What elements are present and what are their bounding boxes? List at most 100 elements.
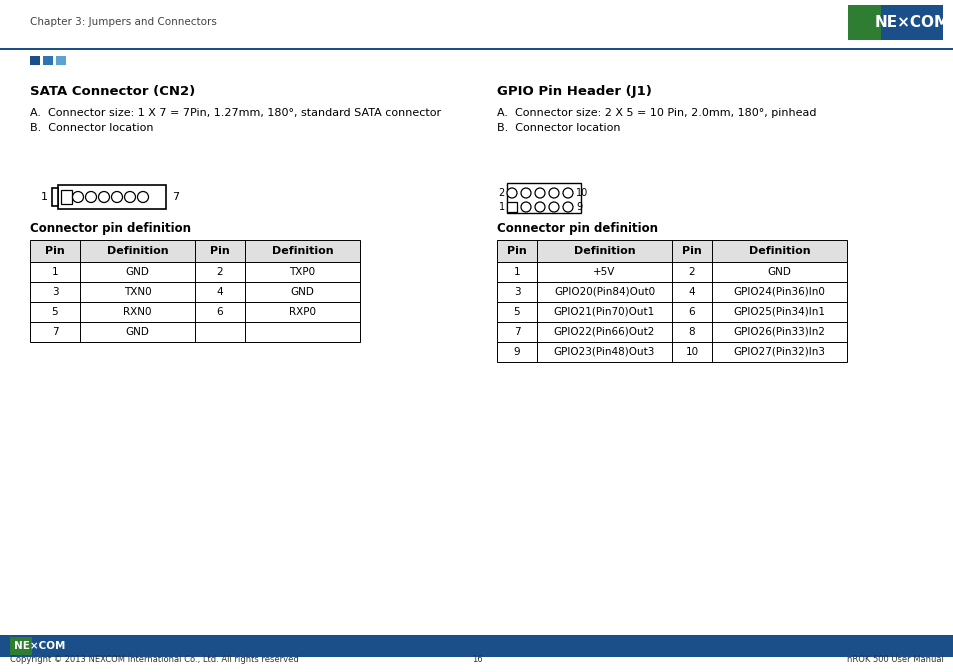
Circle shape: [520, 188, 531, 198]
Text: nROK 500 User Manual: nROK 500 User Manual: [846, 655, 943, 665]
Text: 8: 8: [688, 327, 695, 337]
Text: Connector pin definition: Connector pin definition: [497, 222, 658, 235]
Text: 1: 1: [513, 267, 519, 277]
Bar: [30, 302, 359, 322]
Text: 10: 10: [684, 347, 698, 357]
Text: 9: 9: [513, 347, 519, 357]
Text: 7: 7: [51, 327, 58, 337]
Text: RXN0: RXN0: [123, 307, 152, 317]
Text: GPIO Pin Header (J1): GPIO Pin Header (J1): [497, 85, 651, 98]
Circle shape: [125, 192, 135, 202]
Text: GPIO23(Pin48)Out3: GPIO23(Pin48)Out3: [554, 347, 655, 357]
Bar: [0, 48, 953, 50]
Bar: [0, 0, 953, 50]
Bar: [10, 637, 70, 655]
Bar: [43, 56, 53, 65]
Circle shape: [98, 192, 110, 202]
Circle shape: [137, 192, 149, 202]
Text: TXN0: TXN0: [124, 287, 152, 297]
Circle shape: [520, 202, 531, 212]
Bar: [61, 190, 71, 204]
Bar: [497, 262, 846, 282]
Text: SATA Connector (CN2): SATA Connector (CN2): [30, 85, 195, 98]
Bar: [32, 637, 70, 655]
Text: A.  Connector size: 1 X 7 = 7Pin, 1.27mm, 180°, standard SATA connector: A. Connector size: 1 X 7 = 7Pin, 1.27mm,…: [30, 108, 440, 118]
Text: 5: 5: [513, 307, 519, 317]
Text: Definition: Definition: [573, 246, 635, 256]
Text: Definition: Definition: [272, 246, 333, 256]
Text: 1: 1: [40, 192, 48, 202]
Text: GND: GND: [767, 267, 791, 277]
Text: 2: 2: [216, 267, 223, 277]
Text: Pin: Pin: [210, 246, 230, 256]
Text: Copyright © 2013 NEXCOM International Co., Ltd. All rights reserved: Copyright © 2013 NEXCOM International Co…: [10, 655, 298, 665]
Circle shape: [535, 202, 544, 212]
Text: GPIO25(Pin34)In1: GPIO25(Pin34)In1: [733, 307, 824, 317]
Bar: [497, 302, 846, 322]
Text: GPIO27(Pin32)In3: GPIO27(Pin32)In3: [733, 347, 824, 357]
Bar: [30, 282, 359, 302]
Text: A.  Connector size: 2 X 5 = 10 Pin, 2.0mm, 180°, pinhead: A. Connector size: 2 X 5 = 10 Pin, 2.0mm…: [497, 108, 816, 118]
Text: NE×COM: NE×COM: [14, 641, 66, 651]
Text: 4: 4: [688, 287, 695, 297]
Text: Pin: Pin: [681, 246, 701, 256]
Text: Pin: Pin: [507, 246, 526, 256]
Text: GPIO21(Pin70)Out1: GPIO21(Pin70)Out1: [554, 307, 655, 317]
Text: Chapter 3: Jumpers and Connectors: Chapter 3: Jumpers and Connectors: [30, 17, 216, 27]
Text: GPIO26(Pin33)In2: GPIO26(Pin33)In2: [733, 327, 824, 337]
Circle shape: [506, 188, 517, 198]
Text: Definition: Definition: [107, 246, 168, 256]
Text: 2: 2: [688, 267, 695, 277]
Text: GND: GND: [291, 287, 314, 297]
Text: +5V: +5V: [593, 267, 615, 277]
Text: 2: 2: [498, 188, 504, 198]
Text: GPIO20(Pin84)Out0: GPIO20(Pin84)Out0: [554, 287, 655, 297]
Text: B.  Connector location: B. Connector location: [497, 123, 619, 133]
Bar: [30, 262, 359, 282]
Text: B.  Connector location: B. Connector location: [30, 123, 153, 133]
Circle shape: [548, 202, 558, 212]
Text: 6: 6: [688, 307, 695, 317]
Circle shape: [112, 192, 122, 202]
Bar: [497, 342, 846, 362]
Text: 3: 3: [51, 287, 58, 297]
Circle shape: [562, 188, 573, 198]
Bar: [497, 322, 846, 342]
Text: 1: 1: [498, 202, 504, 212]
Circle shape: [562, 202, 573, 212]
Bar: [52, 188, 58, 206]
Text: 4: 4: [216, 287, 223, 297]
Bar: [30, 322, 359, 342]
Bar: [10, 637, 32, 655]
Text: GPIO24(Pin36)In0: GPIO24(Pin36)In0: [733, 287, 824, 297]
Text: 1: 1: [51, 267, 58, 277]
Text: NE×COM: NE×COM: [874, 15, 948, 30]
Text: 6: 6: [216, 307, 223, 317]
Bar: [506, 183, 580, 213]
Bar: [497, 282, 846, 302]
Text: GND: GND: [126, 327, 150, 337]
Text: RXP0: RXP0: [289, 307, 315, 317]
Circle shape: [72, 192, 84, 202]
Bar: [506, 202, 517, 212]
Circle shape: [86, 192, 96, 202]
Text: 5: 5: [51, 307, 58, 317]
Text: GND: GND: [126, 267, 150, 277]
Text: Pin: Pin: [45, 246, 65, 256]
Circle shape: [535, 188, 544, 198]
Bar: [56, 56, 66, 65]
Text: 16: 16: [471, 655, 482, 665]
Bar: [30, 240, 359, 262]
Bar: [497, 240, 846, 262]
Text: GPIO22(Pin66)Out2: GPIO22(Pin66)Out2: [554, 327, 655, 337]
Text: 9: 9: [576, 202, 581, 212]
Bar: [847, 5, 881, 40]
Bar: [30, 56, 40, 65]
Bar: [58, 185, 166, 209]
Text: 3: 3: [513, 287, 519, 297]
Text: Definition: Definition: [748, 246, 809, 256]
Text: Connector pin definition: Connector pin definition: [30, 222, 191, 235]
Text: TXP0: TXP0: [289, 267, 315, 277]
Circle shape: [548, 188, 558, 198]
Text: 7: 7: [172, 192, 179, 202]
